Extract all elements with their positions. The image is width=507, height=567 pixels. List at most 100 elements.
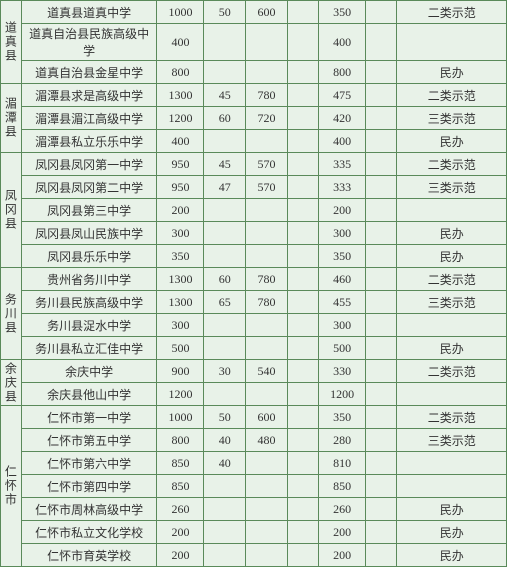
col6-cell <box>366 199 397 222</box>
school-cell: 余庆中学 <box>21 360 157 383</box>
col1-cell: 1300 <box>157 291 204 314</box>
school-cell: 仁怀市育英学校 <box>21 544 157 567</box>
col6-cell <box>366 314 397 337</box>
col6-cell <box>366 130 397 153</box>
col2-cell: 65 <box>204 291 246 314</box>
col2-cell <box>204 475 246 498</box>
col4-cell <box>287 475 318 498</box>
col5-cell: 260 <box>319 498 366 521</box>
table-row: 务川县贵州省务川中学130060780460二类示范 <box>1 268 507 291</box>
col6-cell <box>366 475 397 498</box>
col1-cell: 800 <box>157 429 204 452</box>
col1-cell: 1200 <box>157 383 204 406</box>
col5-cell: 400 <box>319 24 366 61</box>
col2-cell: 47 <box>204 176 246 199</box>
col5-cell: 280 <box>319 429 366 452</box>
note-cell: 三类示范 <box>397 176 507 199</box>
col5-cell: 460 <box>319 268 366 291</box>
col2-cell <box>204 498 246 521</box>
col4-cell <box>287 222 318 245</box>
region-cell: 道真县 <box>1 1 22 84</box>
note-cell <box>397 452 507 475</box>
col6-cell <box>366 268 397 291</box>
col2-cell: 40 <box>204 452 246 475</box>
col4-cell <box>287 337 318 360</box>
school-cell: 余庆县他山中学 <box>21 383 157 406</box>
col2-cell: 30 <box>204 360 246 383</box>
col2-cell <box>204 383 246 406</box>
note-cell: 二类示范 <box>397 153 507 176</box>
col6-cell <box>366 291 397 314</box>
col2-cell <box>204 24 246 61</box>
school-cell: 仁怀市私立文化学校 <box>21 521 157 544</box>
col5-cell: 300 <box>319 222 366 245</box>
school-cell: 务川县民族高级中学 <box>21 291 157 314</box>
region-cell: 余庆县 <box>1 360 22 406</box>
col1-cell: 800 <box>157 61 204 84</box>
table-row: 凤冈县第三中学200200 <box>1 199 507 222</box>
col5-cell: 475 <box>319 84 366 107</box>
table-row: 仁怀市仁怀市第一中学100050600350二类示范 <box>1 406 507 429</box>
col4-cell <box>287 268 318 291</box>
col5-cell: 420 <box>319 107 366 130</box>
col4-cell <box>287 107 318 130</box>
col3-cell <box>246 24 288 61</box>
col5-cell: 350 <box>319 1 366 24</box>
col1-cell: 950 <box>157 176 204 199</box>
col2-cell <box>204 222 246 245</box>
col1-cell: 1200 <box>157 107 204 130</box>
col3-cell <box>246 245 288 268</box>
school-cell: 仁怀市第六中学 <box>21 452 157 475</box>
col5-cell: 200 <box>319 544 366 567</box>
col4-cell <box>287 544 318 567</box>
table-row: 务川县民族高级中学130065780455三类示范 <box>1 291 507 314</box>
col5-cell: 400 <box>319 130 366 153</box>
col3-cell <box>246 314 288 337</box>
col5-cell: 333 <box>319 176 366 199</box>
col3-cell: 780 <box>246 291 288 314</box>
col3-cell: 600 <box>246 406 288 429</box>
table-row: 道真县道真县道真中学100050600350二类示范 <box>1 1 507 24</box>
col6-cell <box>366 360 397 383</box>
note-cell: 民办 <box>397 337 507 360</box>
col1-cell: 850 <box>157 452 204 475</box>
note-cell <box>397 314 507 337</box>
table-row: 凤冈县凤冈第二中学95047570333三类示范 <box>1 176 507 199</box>
col6-cell <box>366 176 397 199</box>
col4-cell <box>287 406 318 429</box>
col1-cell: 1000 <box>157 406 204 429</box>
col6-cell <box>366 521 397 544</box>
col2-cell <box>204 337 246 360</box>
col3-cell: 570 <box>246 153 288 176</box>
school-cell: 务川县浞水中学 <box>21 314 157 337</box>
col6-cell <box>366 153 397 176</box>
note-cell: 三类示范 <box>397 429 507 452</box>
note-cell: 二类示范 <box>397 84 507 107</box>
table-row: 凤冈县凤冈县凤冈第一中学95045570335二类示范 <box>1 153 507 176</box>
col2-cell: 50 <box>204 1 246 24</box>
col1-cell: 350 <box>157 245 204 268</box>
col3-cell <box>246 337 288 360</box>
col4-cell <box>287 291 318 314</box>
col1-cell: 200 <box>157 544 204 567</box>
col1-cell: 200 <box>157 199 204 222</box>
school-cell: 凤冈县凤冈第二中学 <box>21 176 157 199</box>
col6-cell <box>366 84 397 107</box>
col1-cell: 300 <box>157 222 204 245</box>
note-cell: 三类示范 <box>397 107 507 130</box>
school-cell: 道真自治县民族高级中学 <box>21 24 157 61</box>
note-cell <box>397 24 507 61</box>
col4-cell <box>287 360 318 383</box>
col1-cell: 950 <box>157 153 204 176</box>
note-cell: 民办 <box>397 130 507 153</box>
col2-cell <box>204 314 246 337</box>
col6-cell <box>366 544 397 567</box>
col2-cell: 40 <box>204 429 246 452</box>
col5-cell: 800 <box>319 61 366 84</box>
col3-cell: 540 <box>246 360 288 383</box>
col5-cell: 350 <box>319 245 366 268</box>
col2-cell <box>204 521 246 544</box>
col4-cell <box>287 199 318 222</box>
col1-cell: 1300 <box>157 84 204 107</box>
col6-cell <box>366 429 397 452</box>
